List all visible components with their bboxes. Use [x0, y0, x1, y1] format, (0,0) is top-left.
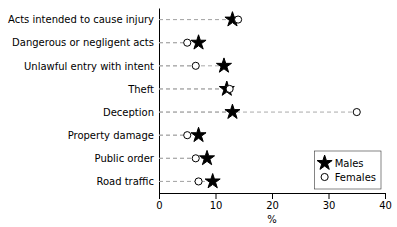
plot: 0 10 20 30 40 Acts intended to cause injury Da…	[8, 9, 392, 226]
tick-label: 0	[156, 200, 162, 211]
connector	[159, 42, 187, 43]
tick: Property damage	[68, 130, 159, 141]
legend-item: Females	[321, 172, 376, 183]
connector	[159, 88, 230, 89]
axis-title: %	[267, 214, 277, 225]
tick: 20	[266, 193, 279, 211]
connector	[159, 158, 196, 159]
tick-label: 40	[379, 200, 392, 211]
chart: 0 10 20 30 40 Acts intended to cause injury Da…	[0, 0, 397, 227]
connector	[159, 181, 213, 182]
legend-label: Females	[335, 172, 376, 183]
value-axis: 0 10 20 30 40	[156, 193, 392, 211]
tick: 0	[156, 193, 162, 211]
tick: Road traffic	[96, 176, 159, 187]
marker	[192, 62, 199, 69]
axis-line	[160, 194, 386, 200]
marker	[195, 178, 202, 185]
connector	[159, 65, 224, 66]
tick: Unlawful entry with intent	[24, 61, 159, 72]
tick: 40	[379, 193, 392, 211]
legend-symbol	[317, 155, 332, 169]
tick-label: Deception	[103, 107, 154, 118]
tick-mark	[385, 193, 386, 199]
marker	[235, 16, 242, 23]
tick: Acts intended to cause injury	[8, 14, 159, 25]
axis-line	[159, 9, 160, 194]
tick-label: Property damage	[68, 130, 154, 141]
tick-label: Road traffic	[96, 176, 154, 187]
tick-label: 10	[210, 200, 223, 211]
tick: Theft	[127, 84, 159, 95]
marker	[192, 155, 199, 162]
marker	[225, 104, 240, 118]
marker	[219, 81, 234, 95]
tick-label: 30	[323, 200, 336, 211]
tick-label: Theft	[127, 84, 154, 95]
tick: Dangerous or negligent acts	[12, 37, 159, 48]
tick-label: 20	[266, 200, 279, 211]
tick-mark	[272, 193, 273, 199]
marker	[353, 108, 360, 115]
tick-mark	[216, 193, 217, 199]
marker	[184, 132, 191, 139]
marker	[205, 174, 220, 188]
legend-frame	[315, 151, 381, 189]
connector	[159, 19, 238, 20]
tick-label: Dangerous or negligent acts	[12, 37, 154, 48]
marker	[191, 35, 206, 49]
connector	[159, 42, 199, 43]
category-axis: Acts intended to cause injury Dangerous o…	[8, 9, 160, 194]
connector	[159, 135, 187, 136]
connector	[159, 65, 196, 66]
connector	[159, 135, 199, 136]
marker	[216, 58, 231, 72]
marker	[226, 85, 233, 92]
marker	[191, 127, 206, 141]
series	[191, 12, 240, 188]
tick: Public order	[95, 153, 159, 164]
tick-label: Acts intended to cause injury	[8, 14, 154, 25]
tick: 30	[323, 193, 336, 211]
connector	[159, 181, 199, 182]
connector	[159, 112, 357, 113]
tick-mark	[159, 193, 160, 199]
tick-label: Public order	[95, 153, 155, 164]
marker	[184, 39, 191, 46]
legend-item: Males	[317, 155, 363, 169]
tick: 10	[210, 193, 223, 211]
marks	[159, 12, 360, 188]
tick: Deception	[103, 107, 159, 118]
legend-label: Males	[335, 158, 364, 169]
tick-label: Unlawful entry with intent	[24, 61, 154, 72]
connector	[159, 158, 207, 159]
legend-symbol	[321, 173, 328, 180]
marker	[200, 150, 215, 164]
tick-mark	[329, 193, 330, 199]
legend: Males Females	[315, 151, 381, 189]
